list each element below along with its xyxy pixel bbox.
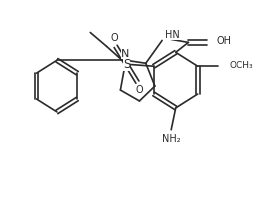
Text: HN: HN — [165, 30, 180, 40]
Text: S: S — [123, 58, 130, 71]
Text: N: N — [121, 49, 129, 59]
Text: OH: OH — [216, 36, 232, 46]
Text: OCH₃: OCH₃ — [229, 61, 253, 70]
Text: NH₂: NH₂ — [162, 134, 181, 144]
Text: O: O — [135, 85, 143, 95]
Text: O: O — [110, 33, 118, 43]
